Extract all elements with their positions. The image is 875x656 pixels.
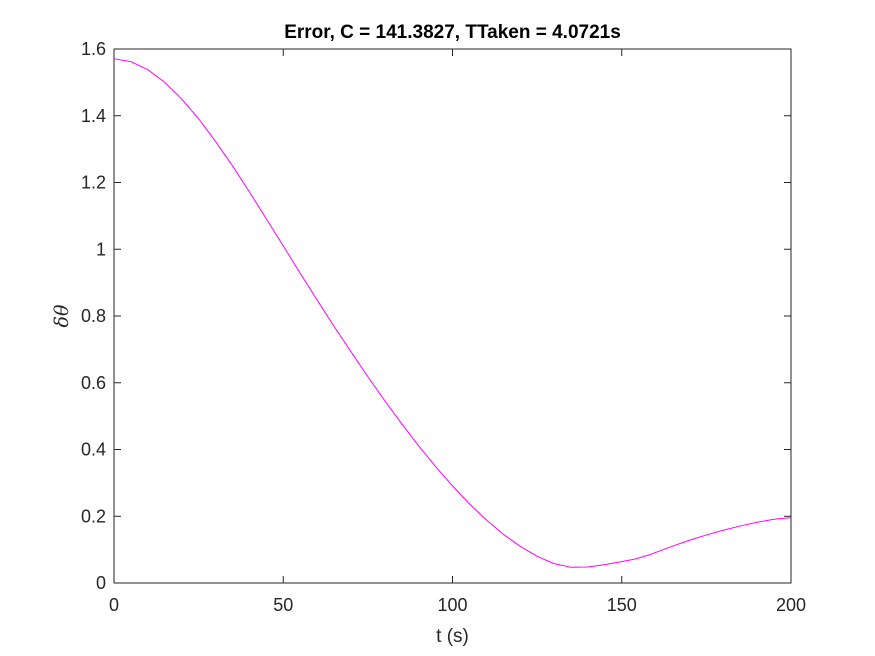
x-axis-ticks: 0 50 100 150 200 <box>109 49 806 615</box>
y-axis-ticks: 0 0.2 0.4 0.6 0.8 1 1.2 1.4 1.6 <box>81 39 791 593</box>
y-tick-label: 0.4 <box>81 440 106 460</box>
x-tick-label: 100 <box>437 595 467 615</box>
plot-area <box>113 48 792 584</box>
x-tick-label: 50 <box>273 595 293 615</box>
y-tick-label: 0 <box>96 573 106 593</box>
y-tick-label: 1 <box>96 239 106 259</box>
series-line-error <box>113 58 792 568</box>
y-tick-label: 0.6 <box>81 373 106 393</box>
x-tick-label: 200 <box>776 595 806 615</box>
series-lines <box>113 58 792 568</box>
y-tick-label: 0.8 <box>81 306 106 326</box>
y-tick-label: 0.2 <box>81 506 106 526</box>
y-axis-label: δθ <box>51 304 73 327</box>
x-tick-label: 150 <box>607 595 637 615</box>
y-tick-label: 1.4 <box>81 106 106 126</box>
x-axis-label: t (s) <box>436 626 469 647</box>
x-tick-label: 0 <box>109 595 119 615</box>
y-tick-label: 1.6 <box>81 39 106 59</box>
y-tick-label: 1.2 <box>81 173 106 193</box>
chart-title: Error, C = 141.3827, TTaken = 4.0721s <box>284 22 621 43</box>
